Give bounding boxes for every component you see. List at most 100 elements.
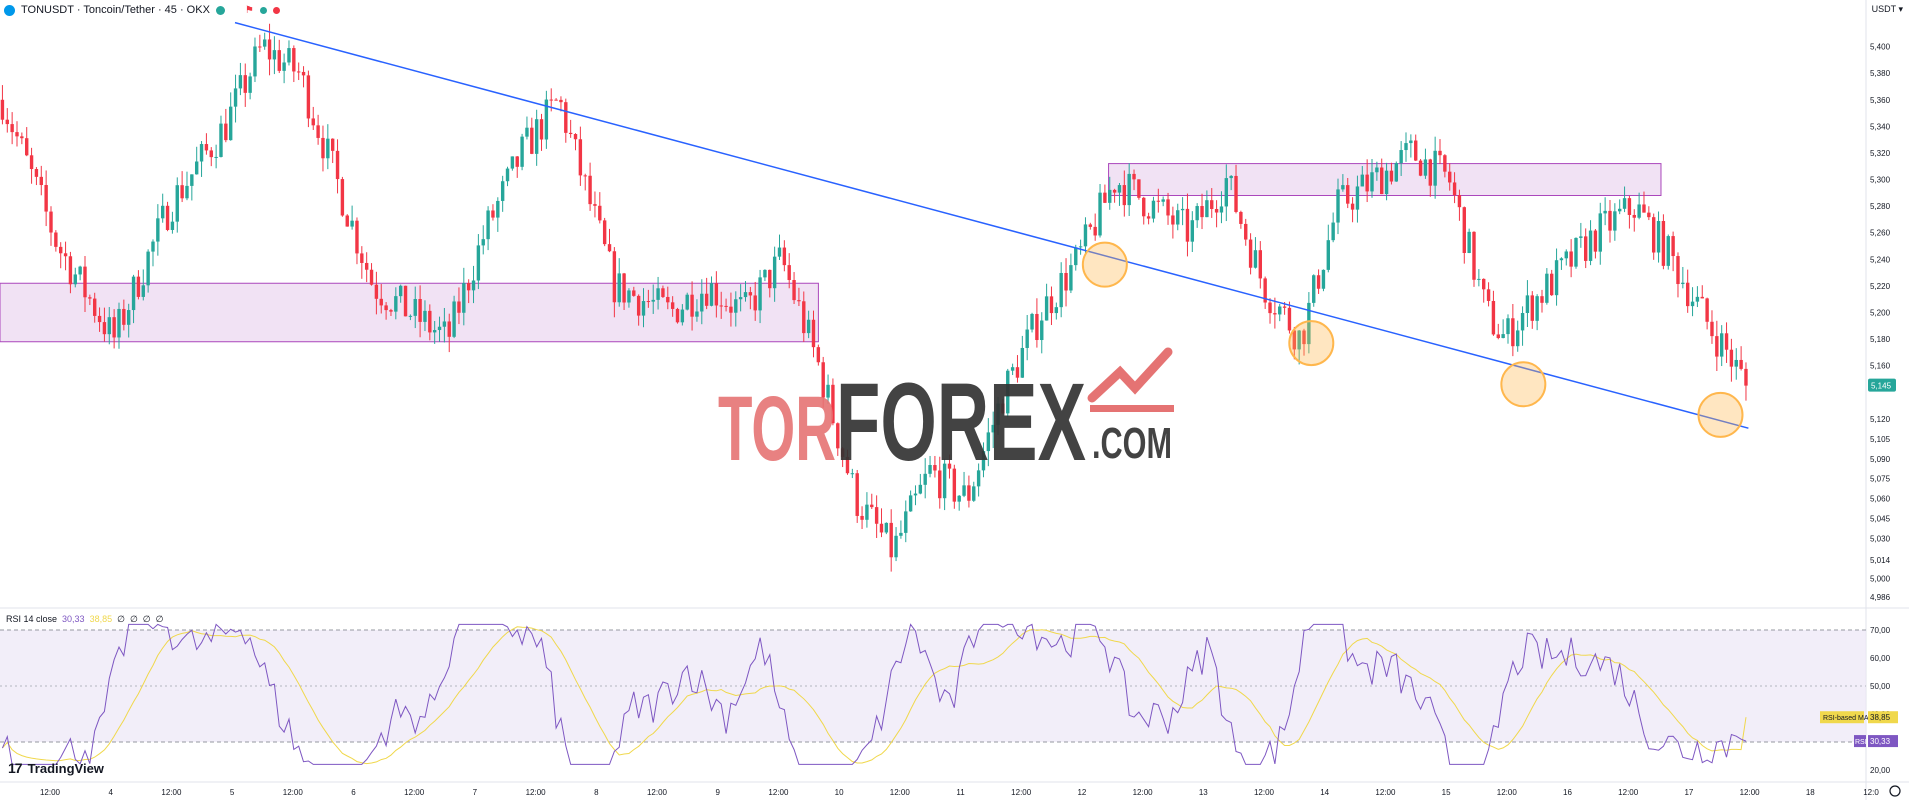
settings-icon[interactable]	[1889, 785, 1901, 797]
candle-body[interactable]	[219, 123, 223, 157]
candle-body[interactable]	[816, 347, 821, 363]
candle-body[interactable]	[1103, 192, 1107, 203]
candle-body[interactable]	[568, 132, 573, 135]
candle-body[interactable]	[1715, 336, 1719, 357]
candle-body[interactable]	[1433, 150, 1437, 186]
highlight-circle-3[interactable]	[1500, 361, 1547, 408]
candle-body[interactable]	[335, 150, 340, 180]
candle-body[interactable]	[1482, 278, 1486, 290]
candle-body[interactable]	[792, 280, 796, 301]
candle-body[interactable]	[1375, 167, 1379, 173]
candle-body[interactable]	[1457, 195, 1462, 208]
candle-body[interactable]	[83, 266, 87, 298]
candle-body[interactable]	[1700, 296, 1704, 299]
tradingview-logo[interactable]: 17 TradingView	[8, 760, 104, 776]
candle-body[interactable]	[1341, 185, 1345, 190]
candle-body[interactable]	[821, 362, 825, 398]
candle-body[interactable]	[1520, 313, 1525, 331]
candle-body[interactable]	[1365, 174, 1369, 192]
candle-body[interactable]	[199, 144, 204, 162]
candle-body[interactable]	[1501, 334, 1505, 339]
candle-body[interactable]	[360, 253, 364, 263]
candle-body[interactable]	[1739, 359, 1743, 369]
candle-body[interactable]	[1613, 211, 1617, 231]
candle-body[interactable]	[442, 321, 447, 327]
candle-body[interactable]	[938, 470, 942, 499]
candle-body[interactable]	[1020, 347, 1025, 378]
candle-body[interactable]	[1448, 171, 1452, 183]
candle-body[interactable]	[1059, 272, 1063, 308]
candle-body[interactable]	[1025, 329, 1029, 348]
candle-body[interactable]	[0, 99, 5, 120]
candle-body[interactable]	[525, 127, 529, 137]
candle-body[interactable]	[374, 284, 379, 299]
candle-body[interactable]	[462, 283, 466, 313]
candle-body[interactable]	[700, 293, 704, 312]
candle-body[interactable]	[428, 310, 432, 333]
candle-body[interactable]	[636, 295, 641, 316]
candle-body[interactable]	[1394, 163, 1398, 182]
candle-body[interactable]	[1166, 199, 1170, 216]
candle-body[interactable]	[68, 256, 73, 285]
candle-body[interactable]	[1171, 215, 1175, 225]
symbol-title[interactable]: TONUSDT · Toncoin/Tether · 45 · OKX	[21, 4, 210, 16]
candle-body[interactable]	[29, 155, 34, 170]
candle-body[interactable]	[1418, 160, 1423, 176]
candle-body[interactable]	[510, 156, 515, 169]
candle-body[interactable]	[879, 523, 884, 533]
candle-body[interactable]	[1564, 251, 1568, 259]
candle-body[interactable]	[418, 298, 422, 322]
candle-body[interactable]	[1346, 185, 1350, 204]
candle-body[interactable]	[248, 76, 252, 93]
candle-body[interactable]	[758, 277, 762, 311]
candle-body[interactable]	[394, 296, 398, 312]
candle-body[interactable]	[947, 463, 952, 469]
candle-body[interactable]	[1064, 272, 1068, 291]
candle-body[interactable]	[5, 119, 9, 125]
candle-body[interactable]	[1030, 313, 1034, 330]
candle-body[interactable]	[93, 298, 97, 316]
candle-body[interactable]	[1617, 208, 1622, 212]
candle-body[interactable]	[1117, 185, 1122, 193]
candle-body[interactable]	[1622, 198, 1627, 209]
candle-body[interactable]	[1142, 197, 1146, 217]
highlight-circle-1[interactable]	[1081, 241, 1128, 288]
candle-body[interactable]	[831, 384, 835, 424]
candle-body[interactable]	[1331, 222, 1335, 241]
candle-body[interactable]	[904, 511, 908, 533]
candle-body[interactable]	[1112, 189, 1117, 193]
candle-body[interactable]	[1292, 330, 1297, 350]
candle-body[interactable]	[1040, 320, 1044, 341]
candle-body[interactable]	[1219, 206, 1224, 213]
candle-body[interactable]	[63, 253, 68, 257]
candle-body[interactable]	[680, 309, 685, 323]
candle-body[interactable]	[277, 50, 281, 71]
candle-body[interactable]	[49, 211, 53, 233]
candle-body[interactable]	[10, 124, 14, 133]
candle-body[interactable]	[850, 473, 855, 475]
candle-body[interactable]	[641, 301, 646, 316]
candle-body[interactable]	[1010, 367, 1015, 371]
candle-body[interactable]	[209, 150, 213, 158]
candle-body[interactable]	[306, 75, 311, 119]
candle-body[interactable]	[267, 39, 272, 60]
candle-body[interactable]	[1253, 250, 1258, 268]
candle-body[interactable]	[1399, 150, 1403, 164]
candle-body[interactable]	[1321, 269, 1326, 289]
candle-body[interactable]	[986, 432, 991, 452]
candle-body[interactable]	[1049, 296, 1054, 314]
candle-body[interactable]	[670, 302, 675, 309]
candle-body[interactable]	[1530, 295, 1534, 321]
candle-body[interactable]	[588, 175, 592, 205]
candle-body[interactable]	[1525, 295, 1530, 314]
candle-body[interactable]	[190, 174, 194, 186]
candle-body[interactable]	[398, 285, 403, 297]
candle-body[interactable]	[840, 448, 845, 457]
candle-body[interactable]	[865, 504, 869, 520]
candle-body[interactable]	[1705, 298, 1709, 322]
candle-body[interactable]	[1574, 237, 1578, 267]
candle-body[interactable]	[1584, 236, 1588, 261]
candle-body[interactable]	[253, 46, 257, 77]
candle-body[interactable]	[1685, 282, 1690, 307]
